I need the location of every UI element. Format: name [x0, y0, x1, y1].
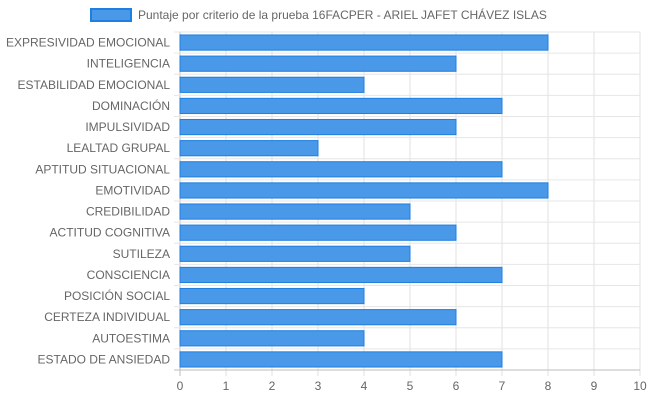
bar[interactable] — [179, 309, 457, 326]
bar[interactable] — [179, 140, 319, 157]
y-tick-label: CREDIBILIDAD — [86, 205, 170, 219]
x-tick-label: 7 — [499, 379, 506, 393]
y-tick-label: POSICIÓN SOCIAL — [64, 288, 170, 303]
y-tick-label: EMOTIVIDAD — [95, 183, 170, 197]
bar[interactable] — [179, 224, 457, 241]
bar[interactable] — [179, 182, 549, 199]
bar[interactable] — [179, 330, 365, 347]
bars — [179, 34, 549, 368]
bar[interactable] — [179, 203, 411, 220]
y-tick-label: DOMINACIÓN — [92, 98, 170, 113]
x-tick-label: 0 — [177, 379, 184, 393]
y-tick-label: AUTOESTIMA — [92, 331, 170, 345]
grid — [174, 31, 641, 376]
bar[interactable] — [179, 55, 457, 72]
legend[interactable]: Puntaje por criterio de la prueba 16FACP… — [90, 7, 547, 22]
bar[interactable] — [179, 161, 503, 178]
y-tick-label: CONSCIENCIA — [87, 268, 170, 282]
bar[interactable] — [179, 118, 457, 136]
x-tick-label: 1 — [223, 379, 230, 393]
y-tick-label: SUTILEZA — [113, 247, 170, 261]
bar[interactable] — [179, 287, 365, 305]
x-tick-label: 10 — [633, 379, 647, 393]
y-tick-label: CERTEZA INDIVIDUAL — [44, 310, 170, 324]
legend-swatch — [90, 8, 132, 22]
y-tick-label: INTELIGENCIA — [87, 57, 170, 71]
y-tick-label: APTITUD SITUACIONAL — [35, 162, 170, 176]
x-tick-label: 3 — [315, 379, 322, 393]
bar[interactable] — [179, 351, 503, 368]
y-tick-label: ESTABILIDAD EMOCIONAL — [18, 78, 171, 92]
x-axis-labels: 0 1 2 3 4 5 6 7 8 9 10 — [177, 379, 647, 393]
y-tick-label: EXPRESIVIDAD EMOCIONAL — [6, 36, 170, 50]
x-tick-label: 6 — [453, 379, 460, 393]
bar[interactable] — [179, 97, 503, 115]
bar[interactable] — [179, 76, 365, 93]
x-tick-label: 4 — [361, 379, 368, 393]
y-tick-label: IMPULSIVIDAD — [85, 120, 170, 134]
x-tick-label: 9 — [591, 379, 598, 393]
y-tick-label: LEALTAD GRUPAL — [67, 141, 171, 155]
x-tick-label: 2 — [269, 379, 276, 393]
x-tick-label: 5 — [407, 379, 414, 393]
y-axis-labels: EXPRESIVIDAD EMOCIONAL INTELIGENCIA ESTABI… — [6, 36, 170, 367]
bar[interactable] — [179, 245, 411, 262]
bar[interactable] — [179, 266, 503, 284]
bar[interactable] — [179, 34, 549, 51]
y-tick-label: ACTITUD COGNITIVA — [50, 226, 170, 240]
x-tick-label: 8 — [545, 379, 552, 393]
y-tick-label: ESTADO DE ANSIEDAD — [38, 352, 171, 366]
legend-label: Puntaje por criterio de la prueba 16FACP… — [138, 7, 547, 22]
